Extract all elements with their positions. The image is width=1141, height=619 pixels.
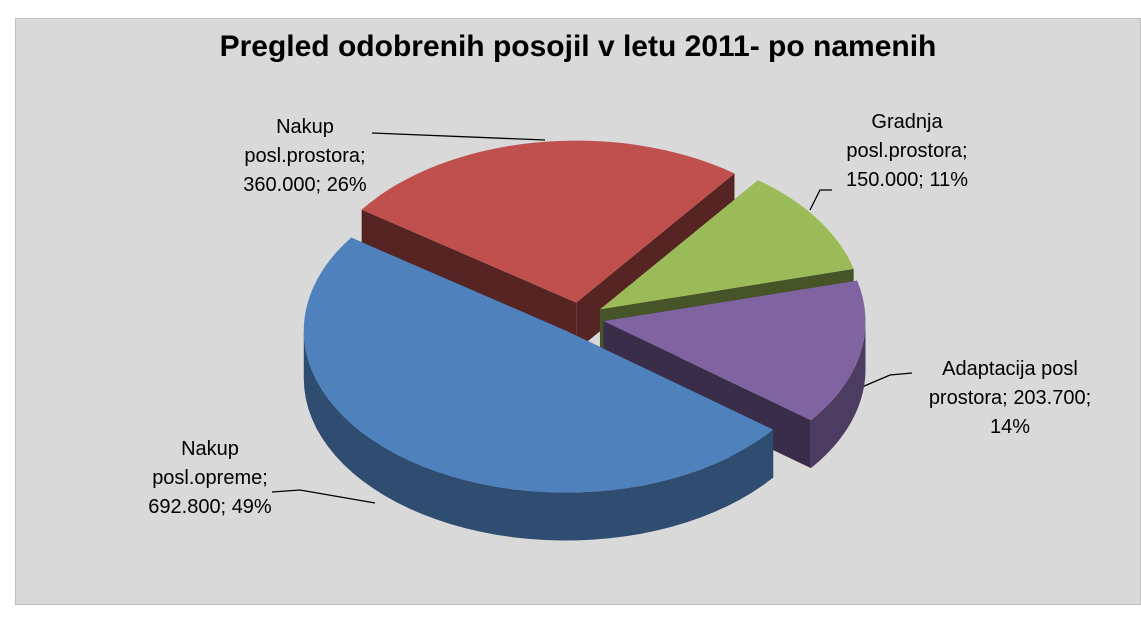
leader-line bbox=[271, 489, 376, 504]
label-name: Adaptacija posl prostora; bbox=[928, 358, 1078, 409]
label-percent: 14% bbox=[989, 416, 1031, 438]
data-label: Nakup posl.opreme; 692.800; 49% bbox=[135, 435, 285, 522]
data-label: Adaptacija posl prostora; 203.700; 14% bbox=[925, 355, 1095, 442]
slice-wall bbox=[810, 321, 866, 469]
slice-top bbox=[361, 140, 735, 303]
chart-title: Pregled odobrenih posojil v letu 2011- p… bbox=[219, 30, 937, 63]
label-value: 360.000; bbox=[243, 174, 322, 196]
leader-line bbox=[809, 189, 832, 211]
slice-top bbox=[603, 280, 866, 421]
label-name: Nakup posl.opreme; bbox=[152, 438, 268, 489]
label-name: Nakup posl.prostora; bbox=[244, 116, 366, 167]
leader-line bbox=[861, 372, 913, 388]
label-value: 150.000; bbox=[846, 169, 924, 191]
leader-line bbox=[371, 132, 546, 141]
label-value: 692.800; bbox=[148, 496, 227, 518]
slice bbox=[303, 237, 774, 541]
slice-wall bbox=[303, 330, 774, 541]
label-percent: 49% bbox=[231, 496, 272, 518]
slice-top bbox=[303, 237, 774, 493]
label-percent: 11% bbox=[929, 169, 968, 191]
label-name: Gradnja posl.prostora; bbox=[846, 111, 968, 162]
data-label: Gradnja posl.prostora; 150.000; 11% bbox=[822, 108, 992, 195]
leader-lines bbox=[271, 132, 913, 504]
slice-top bbox=[599, 180, 854, 310]
data-label: Nakup posl.prostora; 360.000; 26% bbox=[215, 113, 395, 200]
label-percent: 26% bbox=[326, 174, 367, 196]
label-value: 203.700; bbox=[1013, 387, 1092, 409]
